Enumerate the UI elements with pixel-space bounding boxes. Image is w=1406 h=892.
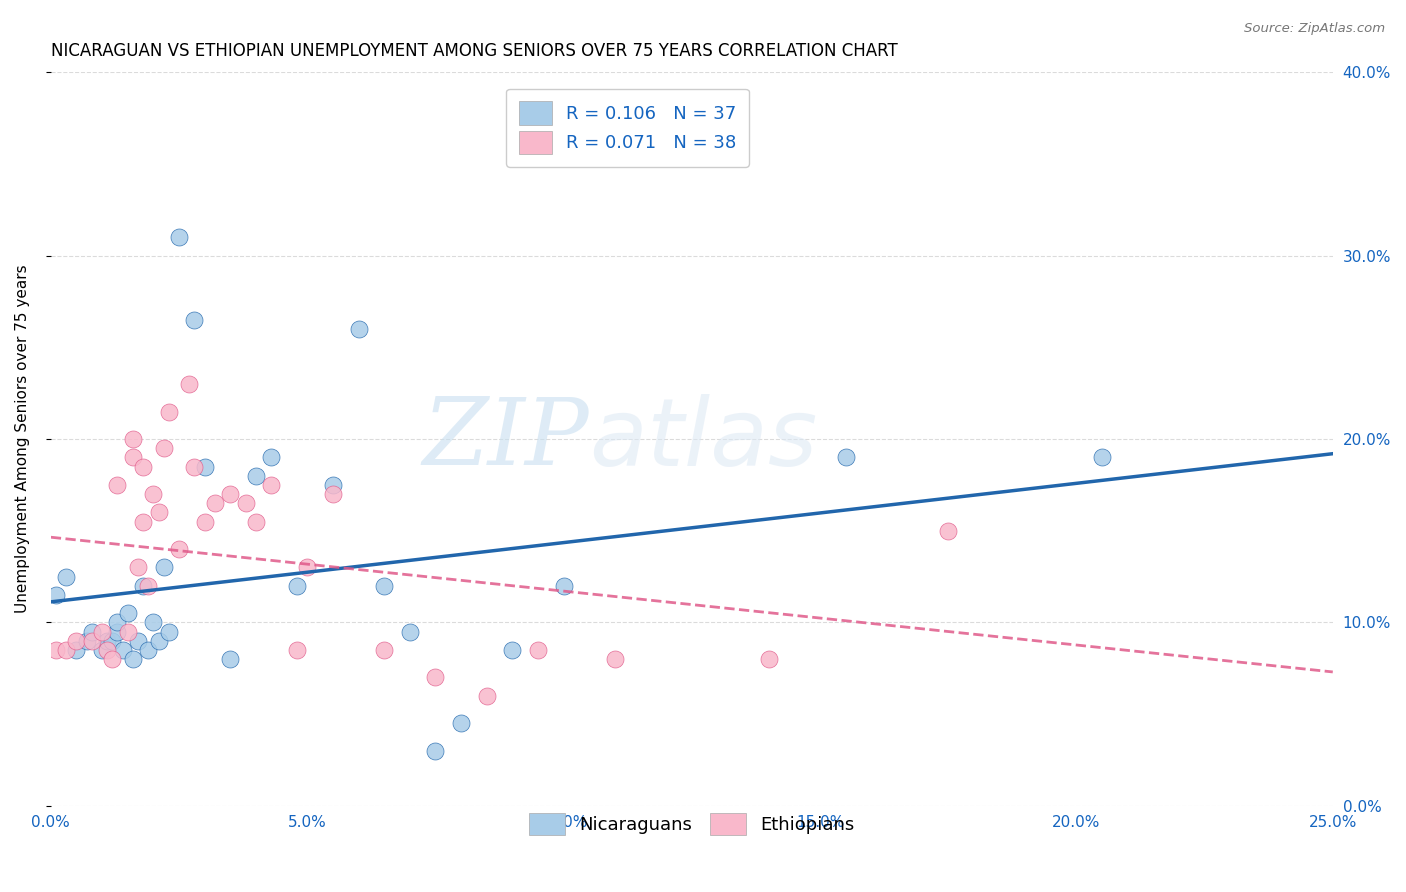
Point [245, 515, 267, 529]
Text: atlas: atlas [589, 393, 817, 484]
Point [475, 689, 498, 703]
Point [45, 588, 67, 602]
Point [55, 643, 77, 657]
Point [245, 468, 267, 483]
Point [80, 633, 103, 648]
Point [260, 450, 283, 465]
Point [322, 478, 344, 492]
Point [117, 606, 139, 620]
Point [179, 377, 201, 392]
Point [148, 505, 170, 519]
Point [219, 487, 242, 501]
Point [122, 450, 145, 465]
Point [425, 744, 447, 758]
Point [65, 643, 87, 657]
Point [91, 643, 114, 657]
Text: NICARAGUAN VS ETHIOPIAN UNEMPLOYMENT AMONG SENIORS OVER 75 YEARS CORRELATION CHA: NICARAGUAN VS ETHIOPIAN UNEMPLOYMENT AMO… [51, 42, 897, 60]
Point [183, 459, 205, 474]
Point [235, 496, 257, 510]
Point [194, 459, 217, 474]
Text: Source: ZipAtlas.com: Source: ZipAtlas.com [1244, 22, 1385, 36]
Point [101, 652, 124, 666]
Point [297, 560, 319, 574]
Point [152, 442, 174, 456]
Point [101, 633, 124, 648]
Y-axis label: Unemployment Among Seniors over 75 years: Unemployment Among Seniors over 75 years [15, 265, 30, 614]
Point [136, 643, 159, 657]
Point [553, 579, 575, 593]
Point [107, 624, 129, 639]
Point [204, 496, 226, 510]
Point [127, 633, 149, 648]
Point [183, 313, 205, 327]
Point [91, 624, 114, 639]
Point [142, 487, 165, 501]
Point [132, 515, 155, 529]
Point [167, 230, 190, 244]
Legend: Nicaraguans, Ethiopians: Nicaraguans, Ethiopians [520, 805, 863, 845]
Point [167, 542, 190, 557]
Point [398, 624, 420, 639]
Point [107, 478, 129, 492]
Point [96, 643, 118, 657]
Point [834, 450, 856, 465]
Point [285, 579, 308, 593]
Text: ZIP: ZIP [423, 394, 589, 484]
Point [132, 459, 155, 474]
Point [157, 404, 180, 418]
Point [194, 515, 217, 529]
Point [373, 643, 395, 657]
Point [122, 432, 145, 446]
Point [1091, 450, 1114, 465]
Point [603, 652, 626, 666]
Point [152, 560, 174, 574]
Point [425, 670, 447, 684]
Point [322, 487, 344, 501]
Point [148, 633, 170, 648]
Point [347, 322, 370, 336]
Point [157, 624, 180, 639]
Point [285, 643, 308, 657]
Point [76, 633, 98, 648]
Point [122, 652, 145, 666]
Point [936, 524, 959, 538]
Point [260, 478, 283, 492]
Point [450, 716, 472, 731]
Point [111, 643, 134, 657]
Point [55, 569, 77, 583]
Point [136, 579, 159, 593]
Point [132, 579, 155, 593]
Point [65, 633, 87, 648]
Point [527, 643, 550, 657]
Point [80, 624, 103, 639]
Point [127, 560, 149, 574]
Point [758, 652, 780, 666]
Point [45, 643, 67, 657]
Point [96, 633, 118, 648]
Point [219, 652, 242, 666]
Point [142, 615, 165, 630]
Point [373, 579, 395, 593]
Point [501, 643, 523, 657]
Point [107, 615, 129, 630]
Point [117, 624, 139, 639]
